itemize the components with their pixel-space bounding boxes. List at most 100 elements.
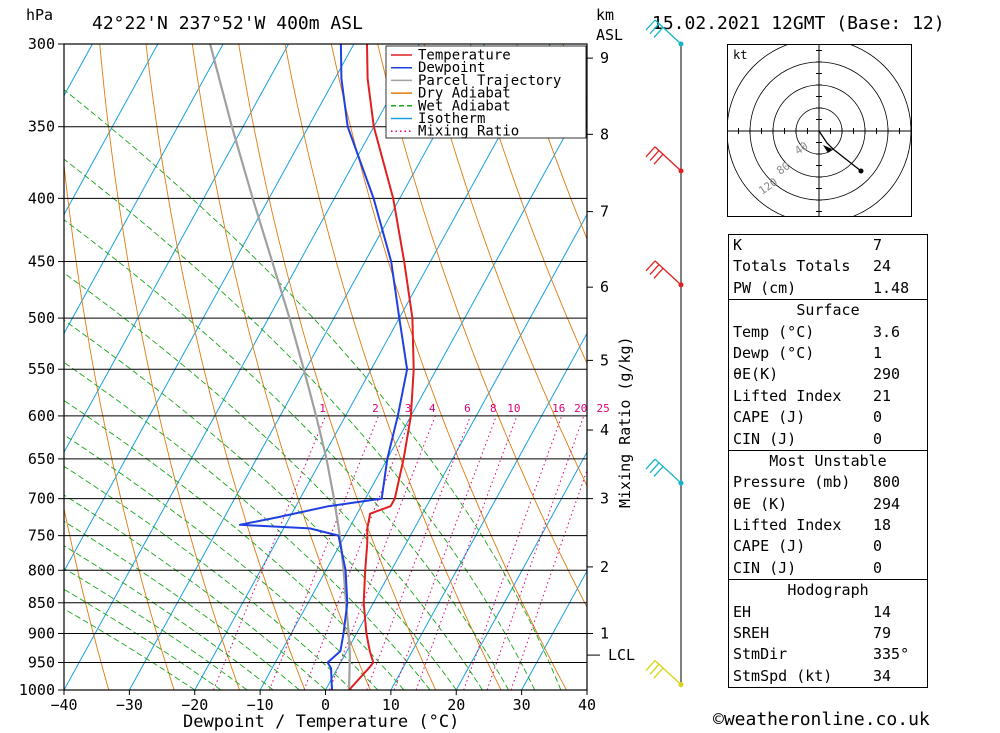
pressure-tick-label: 700 <box>28 490 55 508</box>
plot-frame <box>63 43 588 691</box>
index-label: Lifted Index <box>733 386 842 405</box>
hodograph-trace <box>818 130 862 172</box>
hodograph-arrow <box>823 145 832 153</box>
index-label: θE (K) <box>733 494 788 513</box>
index-label: K <box>733 236 743 254</box>
wet-adiabat-line <box>64 219 509 690</box>
wet-adiabat-line <box>64 494 326 690</box>
general-indices: K 7 Totals Totals 24 PW (cm) 1.48 <box>729 235 927 299</box>
parcel-trajectory-line <box>209 44 351 690</box>
isotherm-line <box>64 44 224 335</box>
temperature-tick-label: 0 <box>321 696 330 714</box>
hodograph-storm-point <box>858 168 864 174</box>
index-label: StmSpd (kt) <box>733 666 833 685</box>
wet-adiabat-line <box>64 545 274 690</box>
pressure-tick-label: 850 <box>28 594 55 612</box>
index-value: 1 <box>873 343 883 362</box>
dry-adiabat-line <box>469 44 587 365</box>
index-label: CAPE (J) <box>733 537 806 556</box>
hpa-unit-label: hPa <box>26 6 53 24</box>
index-row: Dewp (°C) 1 <box>729 343 927 364</box>
legend-label: Temperature <box>418 48 511 64</box>
legend-label: Dewpoint <box>418 60 485 76</box>
temperature-tick-label: 30 <box>513 696 531 714</box>
dry-adiabat-line <box>516 44 587 241</box>
isotherm-line <box>64 44 420 690</box>
wet-adiabat-line <box>64 89 562 690</box>
isotherm-line <box>64 44 159 216</box>
wet-adiabat-line <box>64 465 353 690</box>
index-label: SREH <box>733 624 770 643</box>
mixing-ratio-label: 10 <box>507 402 520 415</box>
x-axis-title: Dewpoint / Temperature (°C) <box>183 712 459 732</box>
index-row: Lifted Index 21 <box>729 386 927 407</box>
temperature-tick-label: −20 <box>181 696 208 714</box>
pressure-tick-label: 650 <box>28 450 55 468</box>
dry-adiabat-line <box>284 44 502 690</box>
index-row: CAPE (J) 0 <box>729 536 927 557</box>
hodograph-ring-label: 120 <box>756 175 780 197</box>
height-tick-label: 6 <box>600 278 609 296</box>
dry-adiabat-line <box>980 44 1000 690</box>
index-row: θE (K) 294 <box>729 494 927 515</box>
temperature-tick-label: −30 <box>116 696 143 714</box>
index-value: 34 <box>873 666 892 685</box>
mixing-ratio-label: 4 <box>429 402 436 415</box>
index-row: StmDir 335° <box>729 644 927 665</box>
surface-title: Surface <box>796 301 860 320</box>
index-row: Temp (°C) 3.6 <box>729 322 927 343</box>
pressure-tick-label: 550 <box>28 360 55 378</box>
index-value: 294 <box>873 494 901 513</box>
datetime-title: 15.02.2021 12GMT (Base: 12) <box>652 13 945 34</box>
isotherm-line <box>325 213 587 690</box>
mixing-ratio-line <box>213 415 326 690</box>
index-label: Temp (°C) <box>733 322 815 341</box>
index-value: 0 <box>873 558 883 577</box>
isotherm-line <box>455 451 587 690</box>
temperature-tick-label: 10 <box>382 696 400 714</box>
height-tick-label: 3 <box>600 490 609 508</box>
index-value: 0 <box>873 429 883 448</box>
index-value: 335° <box>873 645 910 664</box>
index-label: CIN (J) <box>733 429 797 448</box>
pressure-axis: 300 350 400 450 500 550 600 650 700 750 800 850 900 9… <box>19 35 64 699</box>
temperature-tick-label: 40 <box>578 696 596 714</box>
mixing-ratio-line <box>268 415 379 690</box>
index-value: 800 <box>873 473 901 492</box>
wet-adiabat-line <box>64 319 457 690</box>
wind-barb <box>645 19 682 45</box>
index-label: θE(K) <box>733 365 779 384</box>
index-value: 3.6 <box>873 322 901 341</box>
location-title: 42°22'N 237°52'W 400m ASL <box>92 13 363 34</box>
indices-table: K 7 Totals Totals 24 PW (cm) 1.48 Surface Tem… <box>728 234 928 689</box>
index-value: 1.48 <box>873 278 910 297</box>
mixing-ratio-labels: 1 2 3 4 6 8 10 16 20 25 <box>319 402 610 415</box>
mixing-ratio-label: 8 <box>490 402 497 415</box>
mixing-ratio-label: 1 <box>319 402 326 415</box>
index-label: StmDir <box>733 645 788 664</box>
legend-label: Dry Adiabat <box>418 86 511 102</box>
index-row: CAPE (J) 0 <box>729 407 927 428</box>
wind-barb <box>645 458 682 484</box>
mixing-ratio-axis-title: Mixing Ratio (g/kg) <box>616 336 634 508</box>
dry-adiabat-line <box>64 506 110 690</box>
hodograph-title: Hodograph <box>787 581 869 600</box>
legend-label: Parcel Trajectory <box>418 73 561 89</box>
asl-unit-label: ASL <box>596 26 623 44</box>
index-label: CAPE (J) <box>733 408 806 427</box>
legend-box <box>385 45 587 139</box>
wet-adiabat-line <box>64 399 405 690</box>
index-value: 0 <box>873 537 883 556</box>
temperature-tick-label: −40 <box>50 696 77 714</box>
isotherm-line <box>521 570 587 690</box>
dry-adiabat-line <box>377 44 587 609</box>
wet-adiabat-line <box>64 588 222 690</box>
wind-barb <box>645 146 682 172</box>
pressure-tick-label: 350 <box>28 118 55 136</box>
pressure-tick-label: 900 <box>28 624 55 642</box>
index-value: 290 <box>873 365 901 384</box>
pressure-tick-label: 500 <box>28 309 55 327</box>
index-label: Dewp (°C) <box>733 343 815 362</box>
index-row: CIN (J) 0 <box>729 558 927 579</box>
